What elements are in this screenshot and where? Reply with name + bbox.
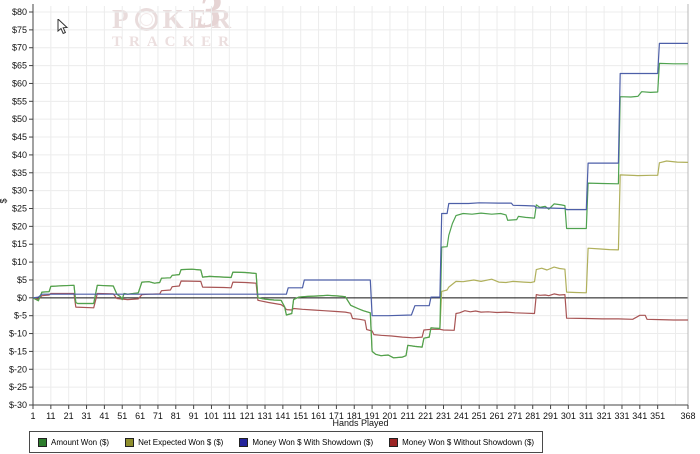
svg-text:281: 281 — [525, 411, 540, 421]
svg-text:241: 241 — [454, 411, 469, 421]
legend: Amount Won ($) Net Expected Won $ ($) Mone… — [29, 431, 544, 453]
x-axis-ticks: 1 11 21 31 41 51 61 71 81 91 101 111 121 131 141 151 161… — [30, 405, 696, 421]
svg-text:61: 61 — [135, 411, 145, 421]
svg-text:171: 171 — [329, 411, 344, 421]
series-line-money-won-with-showdown — [32, 42, 688, 317]
svg-text:301: 301 — [561, 411, 576, 421]
svg-text:$40: $40 — [12, 150, 27, 160]
svg-text:71: 71 — [153, 411, 163, 421]
svg-text:111: 111 — [222, 411, 236, 421]
legend-item: Net Expected Won $ ($) — [125, 437, 224, 447]
svg-text:$20: $20 — [12, 221, 27, 231]
svg-text:$-5: $-5 — [14, 311, 27, 321]
legend-label: Amount Won ($) — [51, 437, 110, 447]
svg-text:$50: $50 — [12, 114, 27, 124]
svg-text:$60: $60 — [12, 78, 27, 88]
svg-text:271: 271 — [507, 411, 522, 421]
legend-swatch-icon — [389, 437, 399, 447]
legend-item: Money Won $ With Showdown ($) — [239, 437, 374, 447]
legend-item: Money Won $ Without Showdown ($) — [389, 437, 535, 447]
svg-text:368: 368 — [680, 411, 695, 421]
svg-text:1: 1 — [30, 411, 35, 421]
svg-text:341: 341 — [632, 411, 647, 421]
svg-text:11: 11 — [46, 411, 55, 421]
svg-text:41: 41 — [99, 411, 109, 421]
svg-text:$75: $75 — [12, 25, 27, 35]
svg-text:261: 261 — [490, 411, 505, 421]
svg-text:$-30: $-30 — [9, 400, 27, 410]
svg-text:81: 81 — [171, 411, 181, 421]
svg-text:101: 101 — [204, 411, 219, 421]
svg-text:351: 351 — [650, 411, 665, 421]
svg-text:$65: $65 — [12, 61, 27, 71]
y-axis-ticks: $80 $75 $70 $65 $60 $55 $50 $45 $40 $35 $30 $25 $20 $… — [9, 7, 33, 410]
svg-text:231: 231 — [436, 411, 451, 421]
svg-text:$80: $80 — [12, 7, 27, 17]
svg-text:141: 141 — [275, 411, 290, 421]
svg-text:191: 191 — [365, 411, 380, 421]
x-axis-title: Hands Played — [332, 418, 389, 428]
legend-label: Net Expected Won $ ($) — [138, 437, 224, 447]
legend-item: Amount Won ($) — [38, 437, 110, 447]
svg-text:321: 321 — [597, 411, 612, 421]
svg-text:$55: $55 — [12, 96, 27, 106]
svg-text:291: 291 — [543, 411, 558, 421]
svg-text:$35: $35 — [12, 168, 27, 178]
svg-text:$25: $25 — [12, 204, 27, 214]
svg-text:$45: $45 — [12, 132, 27, 142]
svg-text:151: 151 — [293, 411, 308, 421]
svg-text:$10: $10 — [12, 257, 27, 267]
svg-text:331: 331 — [614, 411, 629, 421]
legend-swatch-icon — [239, 437, 249, 447]
svg-text:161: 161 — [311, 411, 326, 421]
svg-text:$15: $15 — [12, 239, 27, 249]
svg-text:$-10: $-10 — [9, 329, 27, 339]
svg-text:$30: $30 — [12, 186, 27, 196]
legend-label: Money Won $ With Showdown ($) — [252, 437, 374, 447]
svg-text:$70: $70 — [12, 43, 27, 53]
svg-text:$-15: $-15 — [9, 346, 27, 356]
svg-text:21: 21 — [64, 411, 74, 421]
svg-text:$-25: $-25 — [9, 382, 27, 392]
svg-text:$5: $5 — [17, 275, 27, 285]
svg-text:$-20: $-20 — [9, 364, 27, 374]
legend-label: Money Won $ Without Showdown ($) — [402, 437, 535, 447]
svg-text:121: 121 — [240, 411, 255, 421]
svg-text:211: 211 — [401, 411, 415, 421]
y-axis-title: $ — [0, 198, 9, 203]
pokertracker-logo-tracker: TRACKER — [112, 34, 237, 50]
gridlines — [33, 6, 688, 405]
svg-text:221: 221 — [418, 411, 433, 421]
svg-text:181: 181 — [347, 411, 362, 421]
series-line-amount-won — [32, 62, 688, 359]
legend-swatch-icon — [38, 437, 47, 447]
svg-text:$0: $0 — [17, 293, 27, 303]
mouse-cursor-icon — [57, 19, 69, 35]
svg-text:31: 31 — [82, 411, 92, 421]
logo-text-ker: KER — [162, 4, 237, 34]
svg-text:91: 91 — [189, 411, 199, 421]
svg-text:131: 131 — [258, 411, 273, 421]
svg-text:311: 311 — [579, 411, 593, 421]
svg-text:201: 201 — [382, 411, 397, 421]
svg-text:251: 251 — [472, 411, 487, 421]
legend-swatch-icon — [125, 437, 135, 447]
svg-text:51: 51 — [117, 411, 127, 421]
